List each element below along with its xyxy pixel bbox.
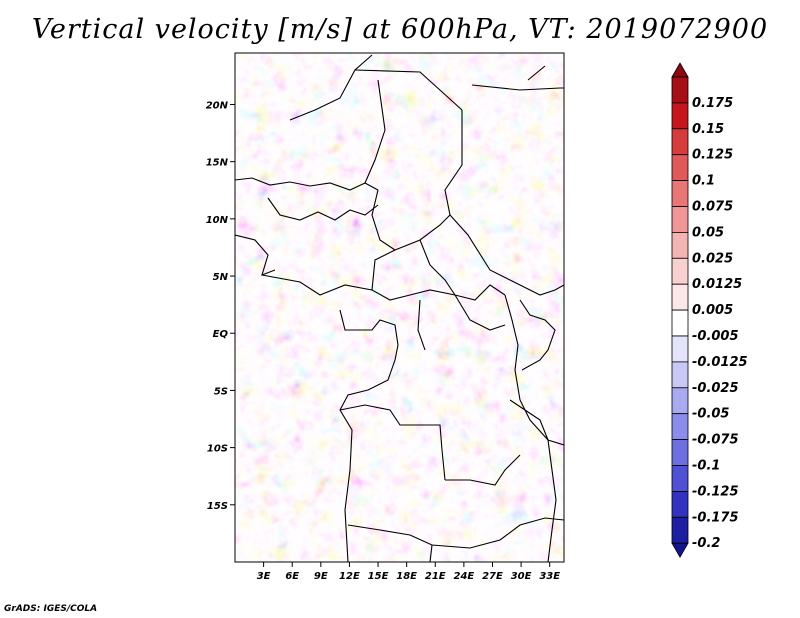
colorbar-label: -0.0125	[692, 355, 748, 370]
map-frame	[234, 52, 565, 563]
colorbar-swatch	[671, 102, 689, 130]
colorbar-swatch	[671, 180, 689, 207]
colorbar-swatch	[671, 465, 689, 492]
colorbar-swatch	[671, 413, 689, 441]
lat-tick-label: 10N	[206, 215, 229, 226]
lon-tick-label: 15E	[368, 571, 389, 582]
colorbar-label: -0.025	[692, 381, 739, 396]
colorbar-top-arrow	[671, 62, 689, 78]
colorbar-label: -0.125	[692, 484, 739, 499]
lon-tick-label: 24E	[453, 571, 474, 582]
colorbar-swatch	[671, 490, 689, 518]
colorbar-label: -0.005	[692, 329, 739, 344]
colorbar-swatch	[671, 335, 689, 363]
colorbar-swatch	[671, 309, 689, 337]
colorbar-swatch	[671, 516, 689, 544]
lon-tick-label: 18E	[396, 571, 417, 582]
colorbar-label: -0.05	[692, 407, 729, 422]
colorbar-label: 0.125	[692, 148, 733, 163]
colorbar-swatch	[671, 206, 689, 233]
colorbar-label: 0.1	[692, 174, 715, 189]
lat-tick-label: EQ	[213, 329, 229, 340]
colorbar-swatch	[671, 231, 689, 259]
lat-tick-label: 10S	[207, 444, 228, 455]
lat-tick-label: 5S	[214, 386, 228, 397]
grads-credit: GrADS: IGES/COLA	[4, 604, 98, 614]
colorbar-label: 0.075	[692, 200, 733, 215]
colorbar-label: -0.175	[692, 510, 739, 525]
colorbar-label: -0.1	[692, 459, 720, 474]
lon-tick-label: 12E	[339, 571, 360, 582]
colorbar-swatch	[671, 361, 689, 389]
colorbar-label: 0.005	[692, 303, 733, 318]
longitude-axis: 3E 6E 9E 12E 15E 18E 21E 24E 27E 30E 33E	[257, 562, 560, 582]
colorbar-label: 0.175	[692, 96, 733, 111]
colorbar-swatch	[671, 128, 689, 156]
lon-tick-label: 33E	[539, 571, 560, 582]
lat-tick-label: 15N	[206, 158, 229, 169]
colorbar-swatch	[671, 439, 689, 466]
lat-tick-label: 15S	[207, 501, 228, 512]
lon-tick-label: 6E	[285, 571, 299, 582]
colorbar-swatch	[671, 154, 689, 181]
colorbar-legend: 0.175 0.15 0.125 0.1 0.075 0.05 0.025 0.0125 0.0…	[671, 62, 748, 559]
map-title: Vertical velocity [m/s] at 600hPa, VT: 2…	[31, 14, 769, 45]
colorbar-bottom-arrow	[671, 542, 689, 559]
lon-tick-label: 27E	[482, 571, 503, 582]
colorbar-label: -0.2	[692, 536, 720, 551]
colorbar-label: 0.025	[692, 251, 733, 266]
colorbar-label: 0.15	[692, 122, 724, 137]
map-area	[235, 53, 564, 562]
lon-tick-label: 21E	[425, 571, 446, 582]
colorbar-swatch	[671, 257, 689, 285]
country-borders	[235, 54, 564, 562]
colorbar-label: 0.05	[692, 225, 724, 240]
colorbar-label: 0.0125	[692, 277, 742, 292]
lat-tick-label: 20N	[206, 100, 229, 111]
vertical-velocity-field	[235, 53, 564, 562]
colorbar-swatch	[671, 387, 689, 415]
colorbar-swatch	[671, 283, 689, 311]
latitude-axis: 20N 15N 10N 5N EQ 5S 10S 15S	[206, 100, 235, 512]
lon-tick-label: 30E	[511, 571, 532, 582]
colorbar-swatch	[671, 76, 689, 104]
lon-tick-label: 9E	[314, 571, 328, 582]
colorbar-label: -0.075	[692, 433, 739, 448]
lat-tick-label: 5N	[213, 272, 229, 283]
lon-tick-label: 3E	[257, 571, 271, 582]
